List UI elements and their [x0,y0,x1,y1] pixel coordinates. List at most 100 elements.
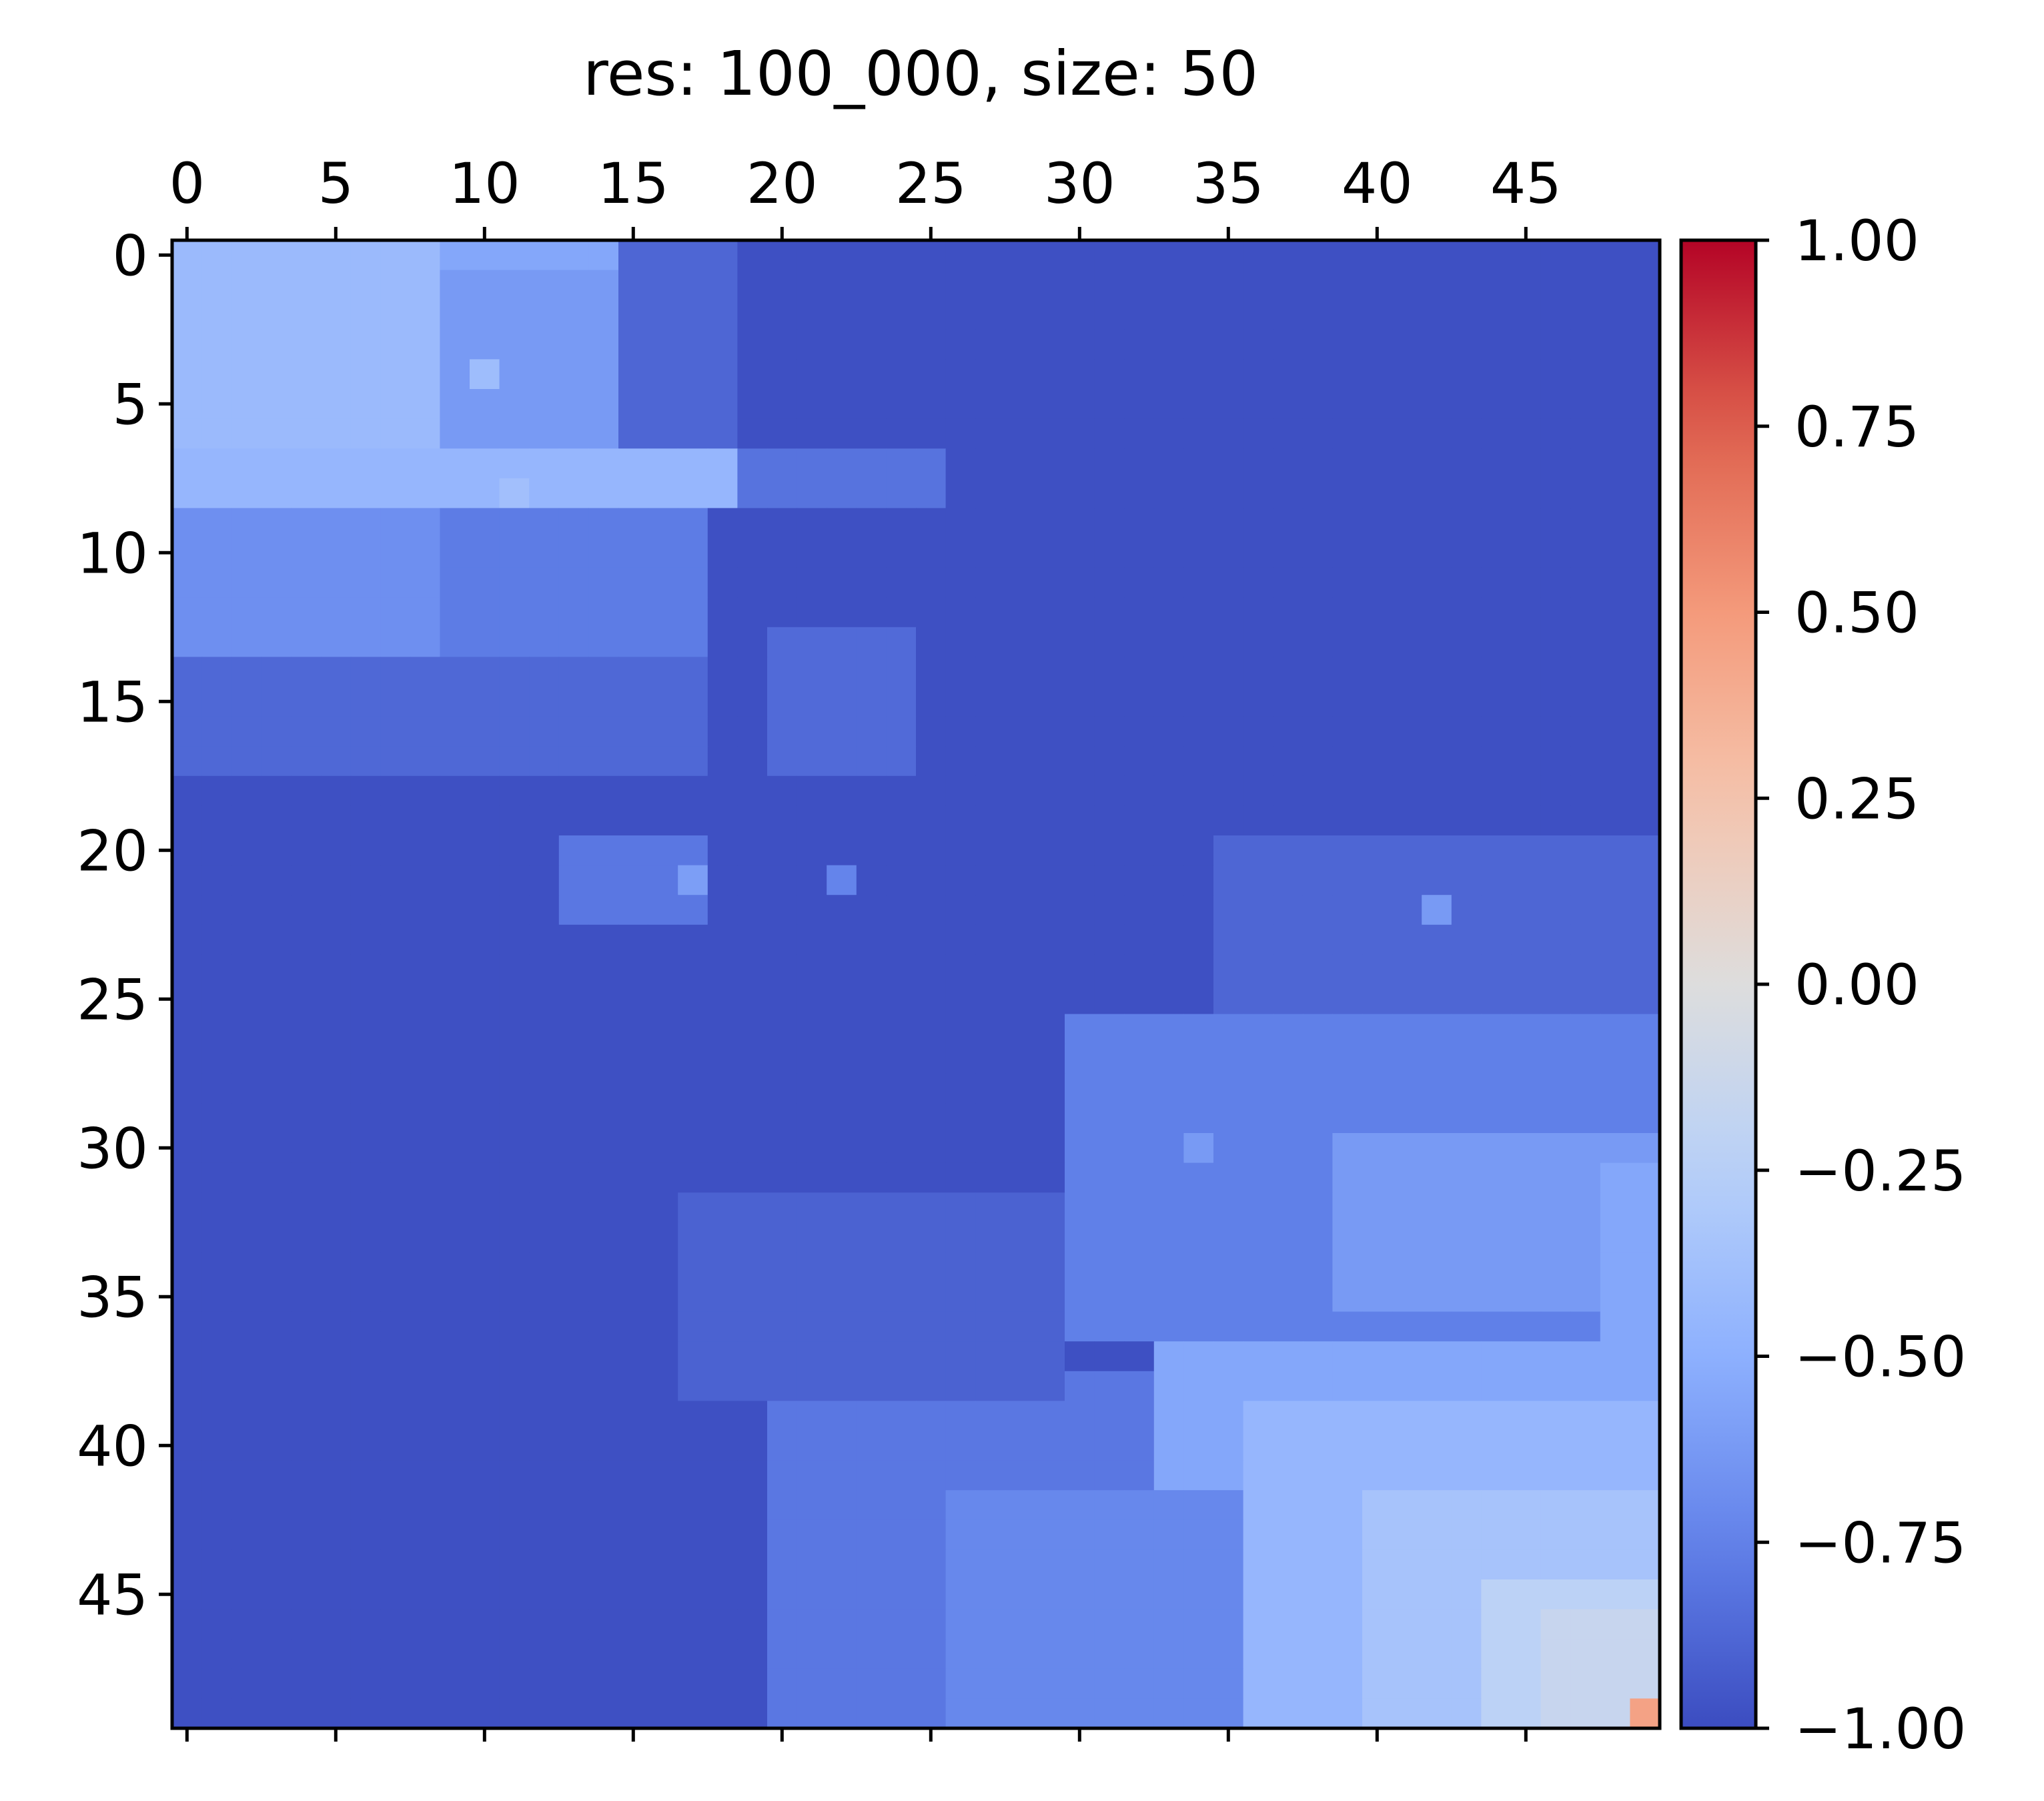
heatmap-cell [410,954,440,985]
heatmap-cell [350,1222,381,1252]
heatmap-cell [1540,746,1571,777]
heatmap-cell [1600,359,1630,390]
heatmap-cell [1035,924,1065,955]
heatmap-cell [1451,1311,1482,1342]
heatmap-cell [321,924,352,955]
heatmap-cell [618,954,649,985]
heatmap-cell [1540,835,1571,866]
heatmap-cell [1570,1282,1601,1313]
heatmap-cell [1213,597,1244,628]
heatmap-cell [261,924,292,955]
heatmap-cell [827,627,857,657]
heatmap-cell [1273,1401,1304,1431]
heatmap-cell [380,508,411,538]
heatmap-cell [856,924,887,955]
heatmap-cell [350,627,381,657]
heatmap-cell [499,418,530,449]
heatmap-cell [410,1698,440,1729]
heatmap-cell [737,1162,768,1193]
heatmap-cell [1600,1579,1630,1610]
heatmap-cell [678,1103,708,1134]
heatmap-cell [797,1549,827,1580]
heatmap-cell [1213,1311,1244,1342]
heatmap-cell [856,1549,887,1580]
heatmap-cell [1183,716,1214,747]
heatmap-cell [886,1698,917,1729]
heatmap-cell [440,1103,470,1134]
heatmap-cell [380,1252,411,1283]
heatmap-cell [380,1579,411,1610]
heatmap-cell [1332,1014,1363,1044]
heatmap-cell [737,538,768,569]
heatmap-cell [1451,1401,1482,1431]
heatmap-cell [410,1639,440,1670]
heatmap-cell [856,1639,887,1670]
heatmap-cell [827,984,857,1015]
heatmap-cell [1540,1073,1571,1104]
heatmap-cell [648,1252,678,1283]
heatmap-cell [350,1668,381,1699]
heatmap-cell [1332,1103,1363,1134]
chart-title: res: 100_000, size: 50 [583,38,1258,109]
heatmap-cell [231,657,262,687]
heatmap-cell [1243,1311,1273,1342]
heatmap-cell [499,1014,530,1044]
heatmap-cell [1243,1133,1273,1164]
heatmap-cell [886,1668,917,1699]
heatmap-cell [618,1519,649,1550]
heatmap-cell [1600,538,1630,569]
heatmap-cell [1094,1609,1125,1640]
heatmap-cell [737,359,768,390]
heatmap-cell [737,954,768,985]
heatmap-cell [678,865,708,895]
heatmap-cell [1213,627,1244,657]
heatmap-cell [1422,1698,1452,1729]
heatmap-cell [1153,300,1184,330]
heatmap-cell [1243,418,1273,449]
heatmap-cell [1302,1579,1333,1610]
heatmap-cell [588,329,619,360]
heatmap-cell [1183,954,1214,985]
heatmap-cell [1511,1133,1542,1164]
heatmap-cell [291,1014,322,1044]
heatmap-cell [827,508,857,538]
heatmap-cell [1481,954,1512,985]
heatmap-cell [1153,805,1184,836]
heatmap-cell [856,984,887,1015]
heatmap-cell [618,805,649,836]
heatmap-cell [1570,1014,1601,1044]
heatmap-cell [618,597,649,628]
heatmap-cell [1451,1639,1482,1670]
heatmap-cell [529,1133,560,1164]
colorbar [1679,238,1758,1730]
heatmap-cell [856,716,887,747]
heatmap-cell [945,1460,976,1491]
heatmap-cell [797,418,827,449]
heatmap-cell [350,1609,381,1640]
heatmap-cell [172,954,203,985]
heatmap-cell [678,1341,708,1372]
heatmap-cell [1332,1311,1363,1342]
heatmap-cell [1302,865,1333,895]
heatmap-cell [1273,1579,1304,1610]
heatmap-cell [321,538,352,569]
heatmap-cell [1273,1460,1304,1491]
heatmap-cell [1451,1698,1482,1729]
heatmap-cell [172,895,203,926]
heatmap-cell [1005,1579,1035,1610]
heatmap-cell [1570,597,1601,628]
heatmap-cell [380,1609,411,1640]
heatmap-cell [1600,835,1630,866]
heatmap-cell [856,270,887,300]
heatmap-cell [1065,448,1095,479]
heatmap-cell [856,448,887,479]
heatmap-cell [707,418,738,449]
heatmap-cell [380,984,411,1015]
heatmap-cell [737,1192,768,1223]
heatmap-cell [1511,389,1542,420]
heatmap-cell [261,627,292,657]
heatmap-cell [1481,1133,1512,1164]
heatmap-cell [797,1668,827,1699]
heatmap-cell [678,835,708,866]
